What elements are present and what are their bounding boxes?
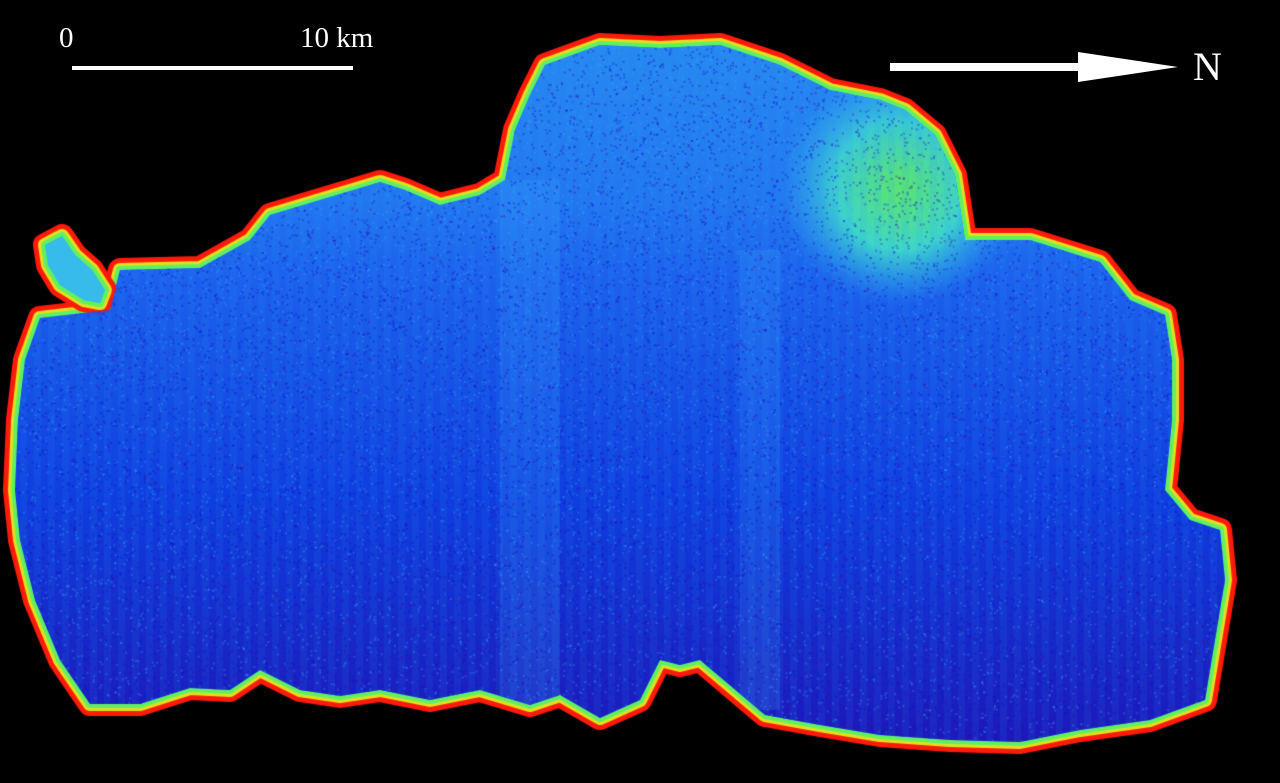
north-arrow-icon <box>888 50 1180 84</box>
scale-bar <box>72 66 353 70</box>
north-label: N <box>1193 47 1222 87</box>
scale-end-label: 10 km <box>300 24 373 53</box>
scale-start-label: 0 <box>59 24 74 53</box>
